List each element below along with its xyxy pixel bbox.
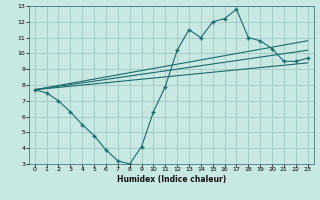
X-axis label: Humidex (Indice chaleur): Humidex (Indice chaleur) <box>116 175 226 184</box>
